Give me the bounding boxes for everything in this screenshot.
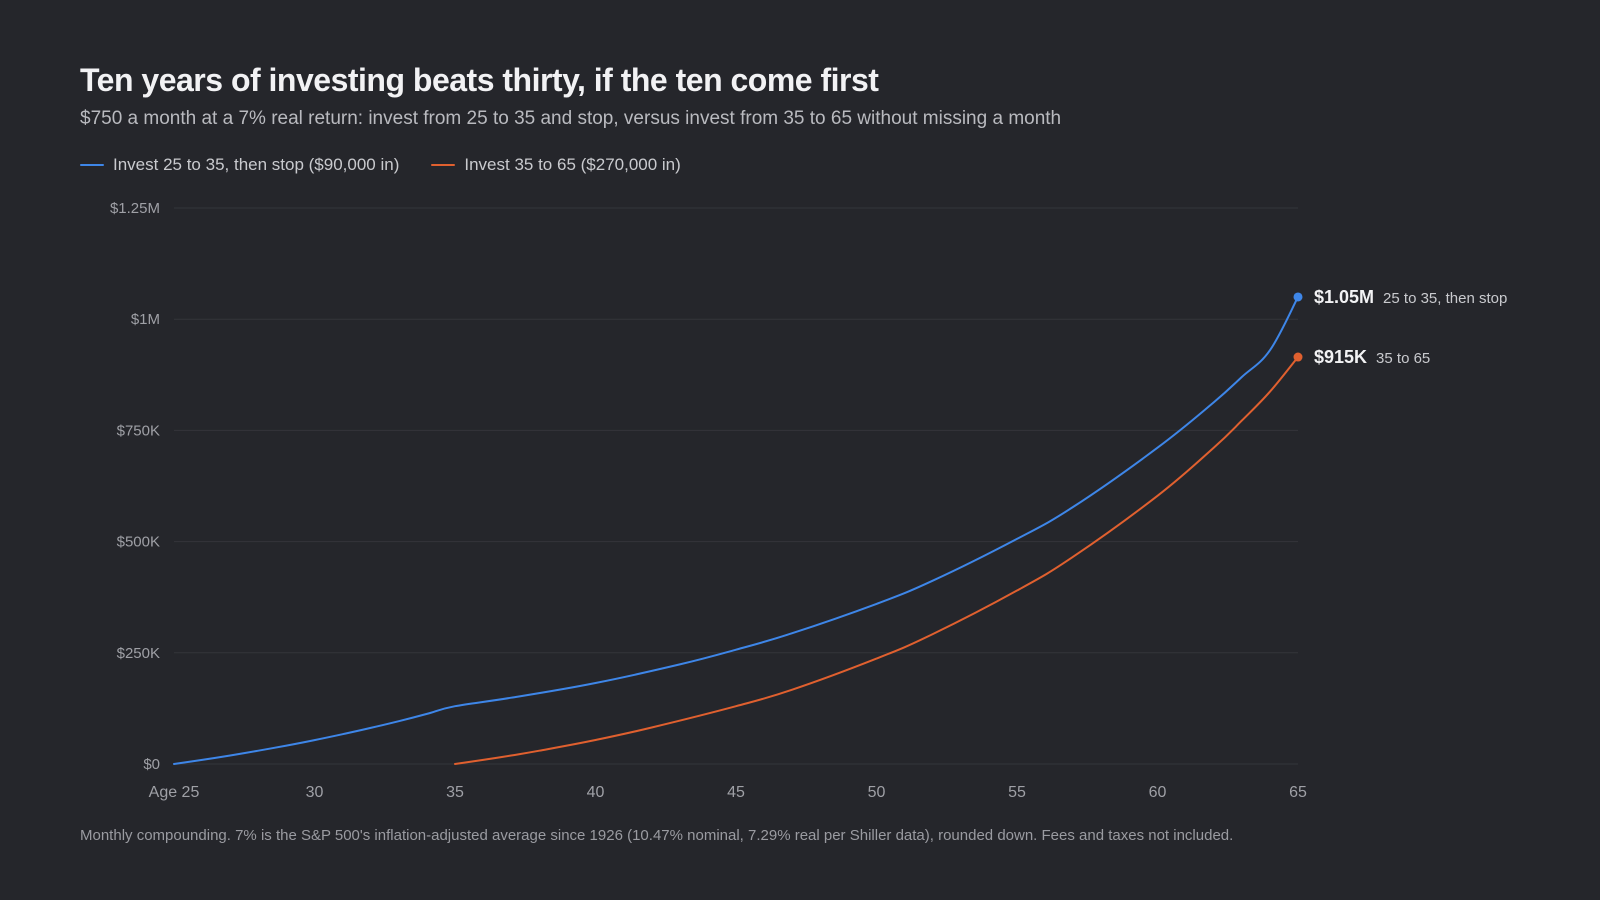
x-tick-label: Age 25: [149, 784, 200, 801]
end-series-label-late: 35 to 65: [1376, 350, 1430, 367]
y-tick-label: $1M: [131, 311, 160, 328]
x-tick-label: 65: [1289, 784, 1307, 801]
y-tick-label: $250K: [117, 645, 160, 662]
legend: Invest 25 to 35, then stop ($90,000 in) …: [80, 155, 713, 175]
x-tick-label: 60: [1149, 784, 1167, 801]
legend-swatch-late: [431, 164, 456, 166]
legend-label-late: Invest 35 to 65 ($270,000 in): [464, 155, 681, 174]
x-tick-label: 45: [727, 784, 745, 801]
series-line-early[interactable]: [173, 296, 1299, 765]
x-tick-label: 50: [868, 784, 886, 801]
grid: [174, 207, 1298, 765]
y-axis: $0 $250K $500K $750K $1M $1.25M: [110, 200, 160, 773]
y-tick-label: $1.25M: [110, 200, 160, 217]
end-point-late: [1293, 352, 1303, 362]
x-tick-label: 35: [446, 784, 464, 801]
end-point-early: [1293, 292, 1303, 302]
legend-item-late[interactable]: Invest 35 to 65 ($270,000 in): [431, 155, 681, 175]
series-lines: [173, 292, 1303, 765]
end-value-label-early: $1.05M: [1314, 287, 1374, 307]
y-tick-label: $750K: [117, 422, 160, 439]
end-labels: $1.05M 25 to 35, then stop $915K 35 to 65: [1314, 287, 1507, 367]
x-tick-label: 40: [587, 784, 605, 801]
legend-label-early: Invest 25 to 35, then stop ($90,000 in): [113, 155, 400, 174]
y-tick-label: $0: [143, 756, 160, 773]
end-value-label-late: $915K: [1314, 347, 1367, 367]
y-tick-label: $500K: [117, 534, 160, 551]
legend-item-early[interactable]: Invest 25 to 35, then stop ($90,000 in): [80, 155, 399, 175]
x-tick-label: 30: [306, 784, 324, 801]
x-tick-label: 55: [1008, 784, 1026, 801]
footnote: Monthly compounding. 7% is the S&P 500's…: [80, 827, 1234, 844]
end-series-label-early: 25 to 35, then stop: [1383, 290, 1507, 307]
chart-subtitle: $750 a month at a 7% real return: invest…: [80, 108, 1062, 129]
series-line-late[interactable]: [454, 356, 1299, 765]
chart-title: Ten years of investing beats thirty, if …: [80, 62, 879, 98]
x-axis: Age 25 30 35 40 45 50 55 60 65: [149, 784, 1307, 801]
legend-swatch-early: [80, 164, 104, 166]
